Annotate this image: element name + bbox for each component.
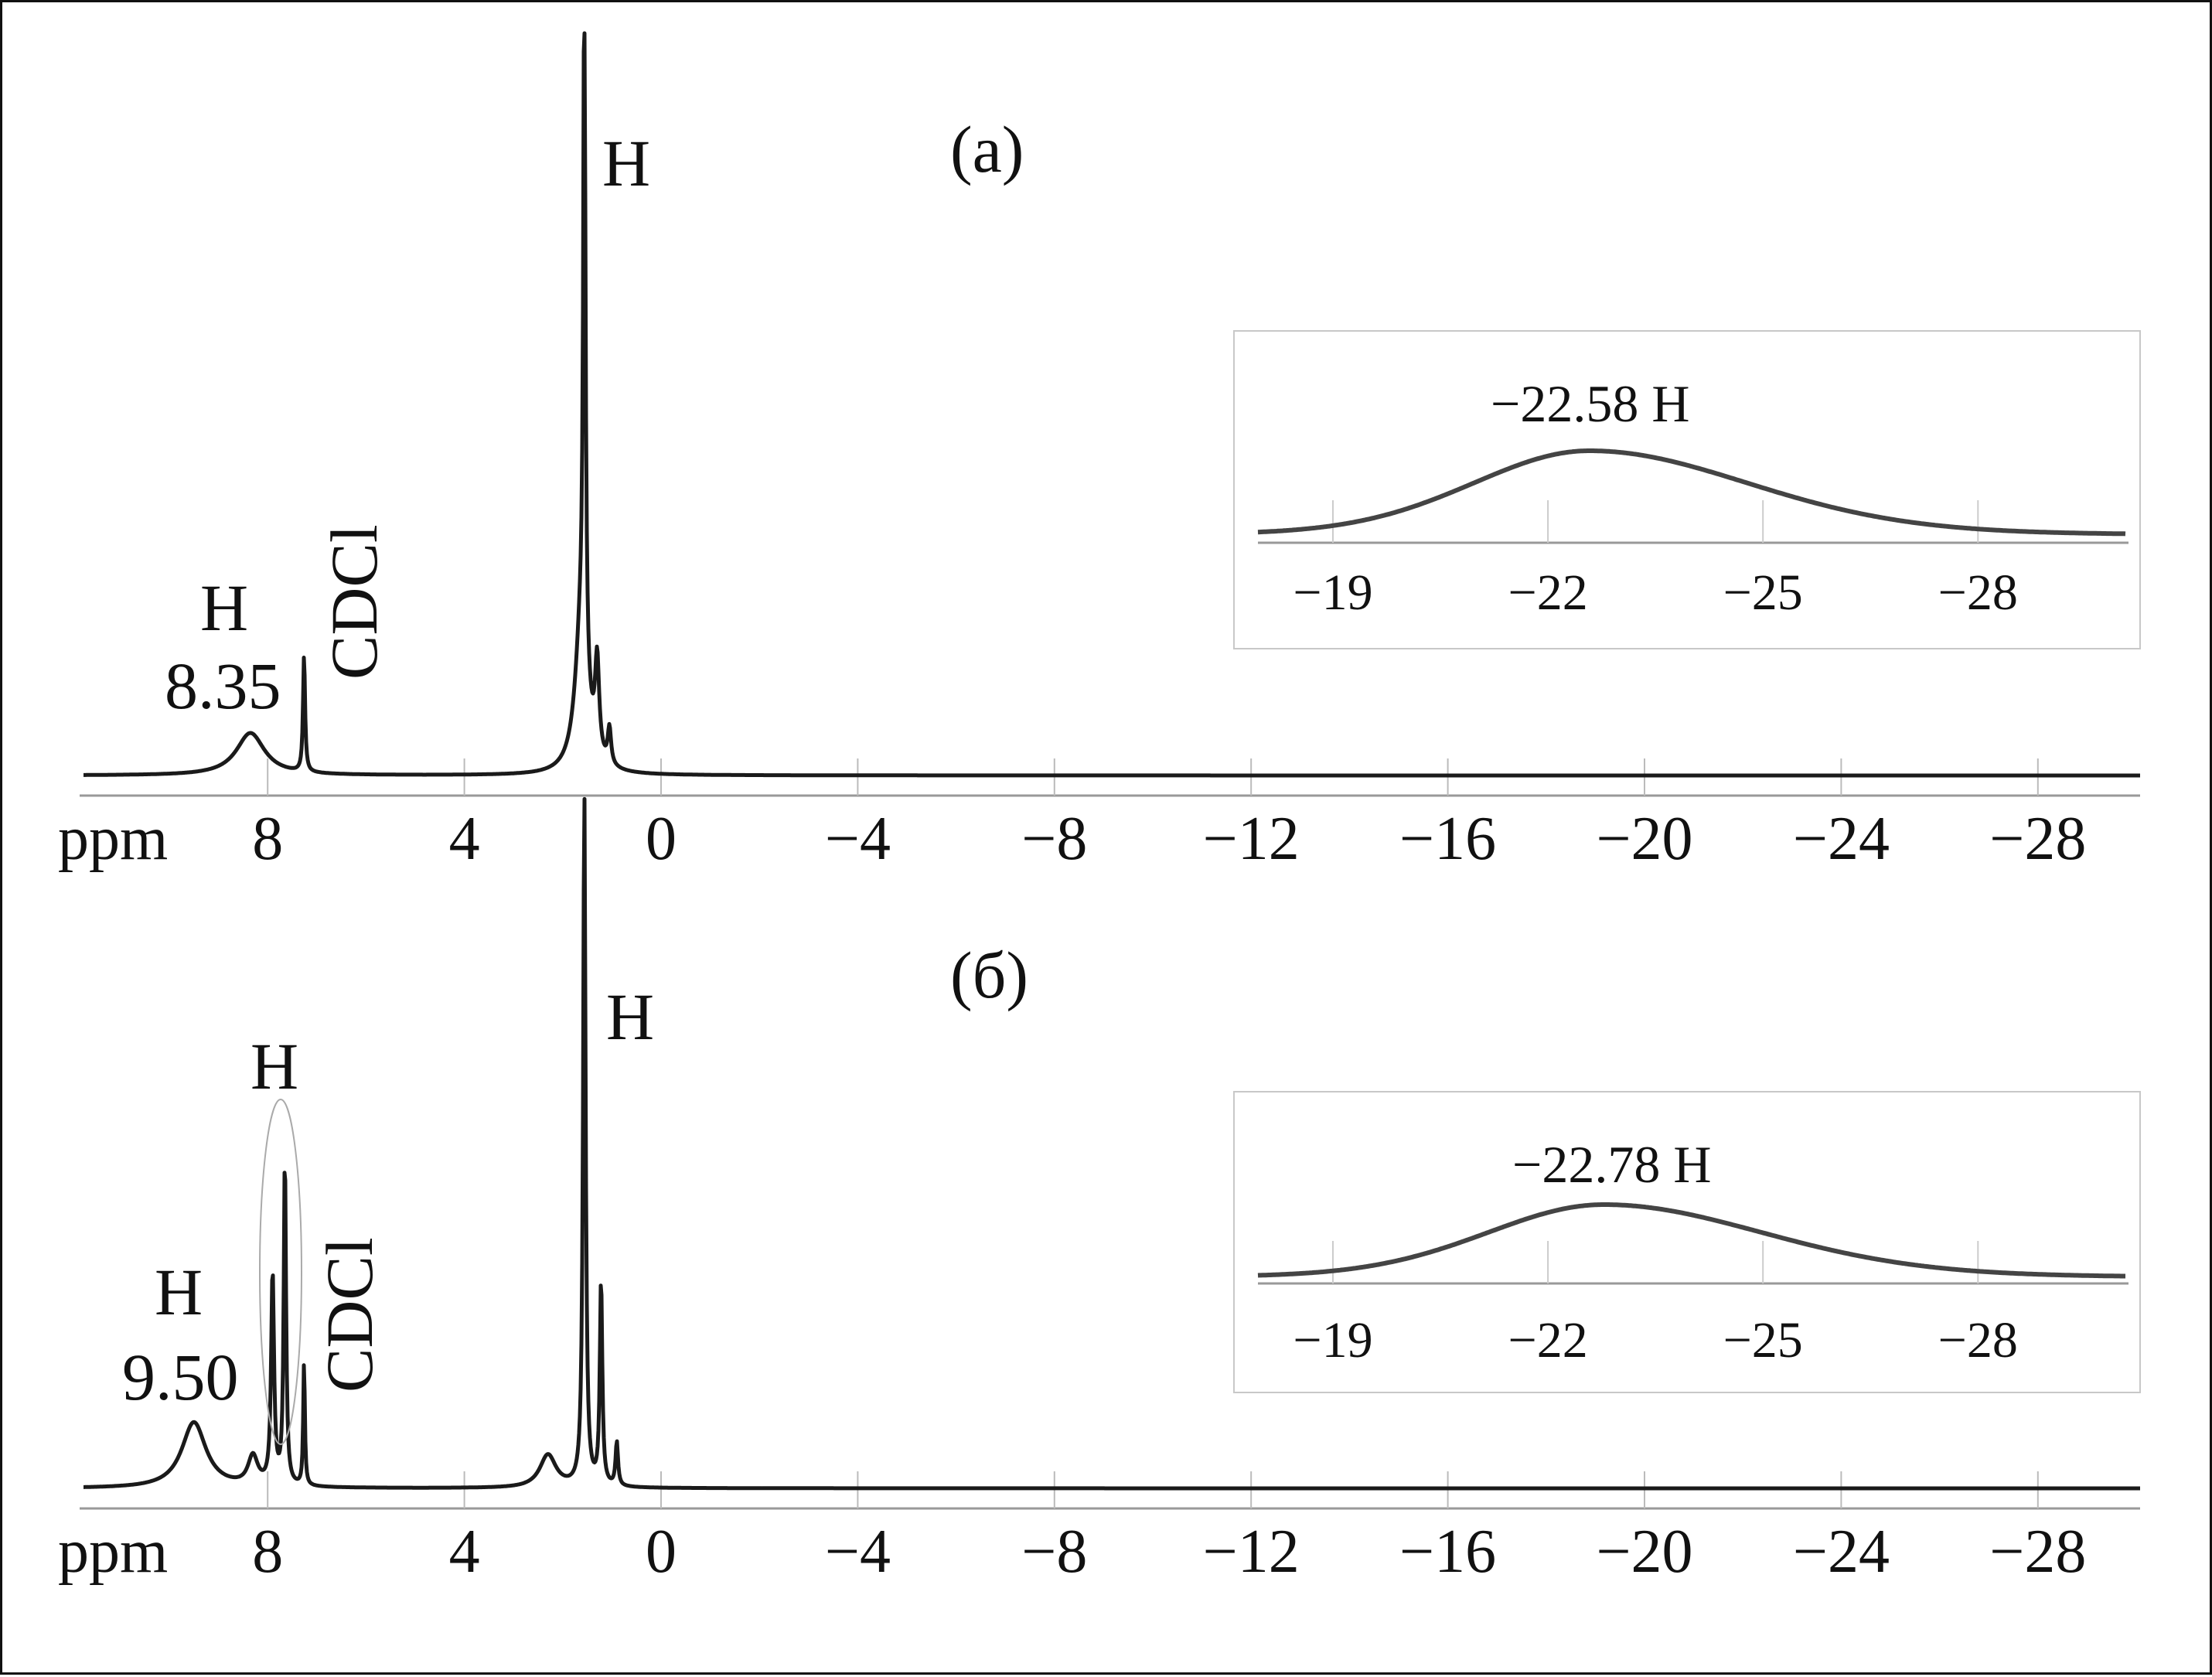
x-tick-label: −8 (1021, 1518, 1087, 1586)
inset-tick-label: −22 (1508, 1312, 1587, 1369)
x-tick-label: −16 (1399, 805, 1496, 873)
x-tick-label: −28 (1989, 805, 2086, 873)
ch3-peak-label: H (602, 126, 650, 200)
x-tick-label: −24 (1793, 805, 1890, 873)
inset-peak-label: −22.78 H (1512, 1135, 1711, 1194)
panel-label: (a) (950, 112, 1024, 186)
inset-0: −19 −22 −25 −28 −22.58 H (1233, 330, 2141, 649)
x-tick-label: −4 (825, 805, 891, 873)
meso-shift-value: 8.35 (165, 649, 281, 723)
inset-peak-label: −22.58 H (1491, 374, 1689, 433)
inset-tick-label: −19 (1293, 1312, 1372, 1369)
inset-spectrum-line (1257, 1202, 2125, 1279)
panel-label: (б) (950, 938, 1028, 1012)
x-tick-label: −16 (1399, 1518, 1496, 1586)
pyridine-peaks-ellipse (259, 1099, 302, 1445)
x-tick-label: 8 (252, 805, 283, 873)
inset-1: −19 −22 −25 −28 −22.78 H (1233, 1091, 2141, 1393)
x-tick-label: 8 (252, 1518, 283, 1586)
inset-tick-label: −25 (1723, 1312, 1803, 1369)
meso-peak-label: H (200, 571, 248, 645)
x-tick-label: −8 (1021, 805, 1087, 873)
solvent-peak-label: CDCl (317, 524, 391, 680)
inset-tick-label: −22 (1508, 564, 1587, 621)
x-tick-label: −28 (1989, 1518, 2086, 1586)
inset-tick-label: −19 (1293, 564, 1372, 621)
inset-tick-label: −25 (1723, 564, 1803, 621)
x-axis-label: ppm (58, 805, 168, 873)
x-tick-label: −20 (1596, 1518, 1692, 1586)
x-tick-label: 4 (449, 805, 480, 873)
inset-spectrum-line (1257, 448, 2126, 537)
inset-tick-label: −28 (1938, 564, 2018, 621)
x-axis-label: ppm (58, 1518, 168, 1586)
x-tick-label: 0 (646, 1518, 677, 1586)
inset-tick-label: −28 (1938, 1312, 2018, 1369)
solvent-peak-label: CDCl (312, 1237, 387, 1392)
meso-peak-label: H (155, 1255, 203, 1329)
meso-shift-value: 9.50 (122, 1340, 239, 1414)
x-tick-label: 4 (449, 1518, 480, 1586)
x-tick-label: −20 (1596, 805, 1692, 873)
ch3-peak-label: H (606, 980, 654, 1054)
x-tick-label: 0 (646, 805, 677, 873)
pyridine-peak-label: H (251, 1029, 298, 1103)
spectrum-line (82, 796, 2142, 1491)
inset-frame (1233, 1091, 2141, 1393)
x-tick-label: −4 (825, 1518, 891, 1586)
x-tick-label: −12 (1203, 805, 1300, 873)
spectrum-line (82, 31, 2142, 778)
x-tick-label: −24 (1793, 1518, 1890, 1586)
x-tick-label: −12 (1203, 1518, 1300, 1586)
spectrum-panel-1: 8 4 0 −4 −8 −12 −16 −20 −24 −28 ppm (б) H H 9.50 CDCl H −… (58, 796, 2142, 1586)
inset-frame (1233, 330, 2141, 649)
